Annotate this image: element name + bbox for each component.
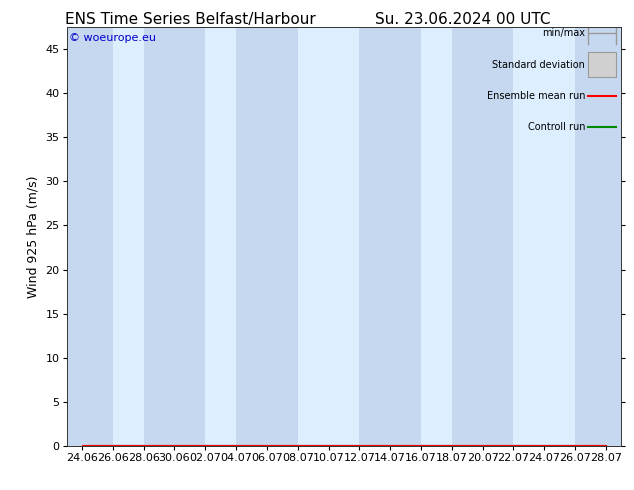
Bar bbox=[452, 27, 514, 446]
Text: Standard deviation: Standard deviation bbox=[493, 60, 585, 70]
Text: Controll run: Controll run bbox=[527, 122, 585, 132]
Bar bbox=[144, 27, 205, 446]
Bar bbox=[236, 27, 298, 446]
Y-axis label: Wind 925 hPa (m/s): Wind 925 hPa (m/s) bbox=[27, 175, 40, 298]
Bar bbox=[359, 27, 421, 446]
FancyBboxPatch shape bbox=[588, 52, 616, 77]
Bar bbox=[575, 27, 634, 446]
Text: © woeurope.eu: © woeurope.eu bbox=[69, 33, 157, 43]
Text: Ensemble mean run: Ensemble mean run bbox=[487, 91, 585, 101]
Text: Su. 23.06.2024 00 UTC: Su. 23.06.2024 00 UTC bbox=[375, 12, 550, 27]
Text: min/max: min/max bbox=[542, 28, 585, 38]
Bar bbox=[51, 27, 113, 446]
Text: ENS Time Series Belfast/Harbour: ENS Time Series Belfast/Harbour bbox=[65, 12, 316, 27]
